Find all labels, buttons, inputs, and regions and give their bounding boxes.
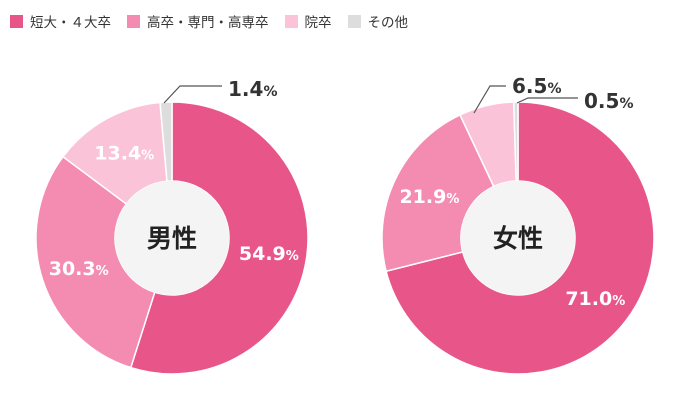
legend-label: 院卒 bbox=[304, 15, 332, 31]
donut-center bbox=[461, 181, 575, 295]
legend-label: その他 bbox=[367, 15, 409, 31]
legend-item: その他 bbox=[347, 11, 409, 31]
data-label: 71.0% bbox=[565, 288, 625, 310]
legend-swatch bbox=[10, 14, 23, 28]
center-label: 男性 bbox=[147, 224, 197, 253]
legend: 短大・４大卒 高卒・専門・高専卒 院卒 その他 bbox=[10, 10, 424, 32]
legend-swatch bbox=[347, 14, 361, 28]
legend-item: 短大・４大卒 bbox=[10, 11, 111, 31]
leader-line bbox=[163, 85, 222, 104]
data-label: 13.4% bbox=[94, 142, 154, 164]
data-label: 21.9% bbox=[399, 186, 459, 208]
data-label: 54.9% bbox=[239, 243, 299, 265]
donut-center bbox=[115, 181, 229, 295]
legend-item: 高卒・専門・高専卒 bbox=[127, 11, 269, 31]
data-label: 1.4% bbox=[228, 77, 277, 101]
legend-item: 院卒 bbox=[284, 11, 332, 31]
legend-label: 高卒・専門・高専卒 bbox=[147, 15, 269, 31]
legend-label: 短大・４大卒 bbox=[30, 15, 111, 31]
data-label: 6.5% bbox=[512, 74, 561, 98]
data-label: 0.5% bbox=[584, 89, 633, 113]
legend-swatch bbox=[284, 14, 298, 28]
data-label: 30.3% bbox=[49, 258, 109, 280]
leader-line bbox=[473, 85, 506, 114]
donut-chart: 男性 54.9% 30.3% 13.4% 1.4% bbox=[35, 77, 309, 375]
legend-swatch bbox=[127, 14, 140, 28]
donut-chart: 女性 71.0% 21.9% 6.5% 0.5% bbox=[381, 74, 655, 375]
leader-line bbox=[516, 97, 578, 104]
center-label: 女性 bbox=[493, 224, 543, 253]
